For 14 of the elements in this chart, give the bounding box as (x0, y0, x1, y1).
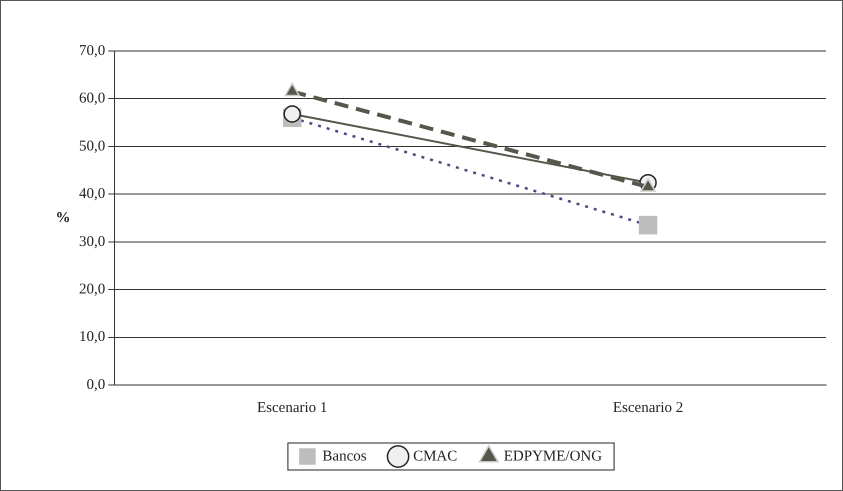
y-tick-label: 60,0 (79, 90, 106, 107)
y-tick-label: 50,0 (79, 138, 106, 154)
legend-label: EDPYME/ONG (504, 448, 602, 464)
legend-label: Bancos (322, 448, 367, 464)
y-axis-title: % (56, 210, 70, 226)
legend-label: CMAC (413, 448, 458, 464)
y-tick-label: 40,0 (79, 186, 106, 202)
y-tick-label: 10,0 (79, 329, 106, 346)
y-tick-label: 70,0 (79, 42, 106, 59)
x-tick-label: Escenario 1 (256, 400, 328, 416)
y-tick-label: 30,0 (79, 234, 106, 250)
x-tick-label: Escenario 2 (612, 400, 684, 416)
y-tick-label: 0,0 (86, 376, 106, 393)
y-tick-label: 20,0 (79, 282, 106, 298)
